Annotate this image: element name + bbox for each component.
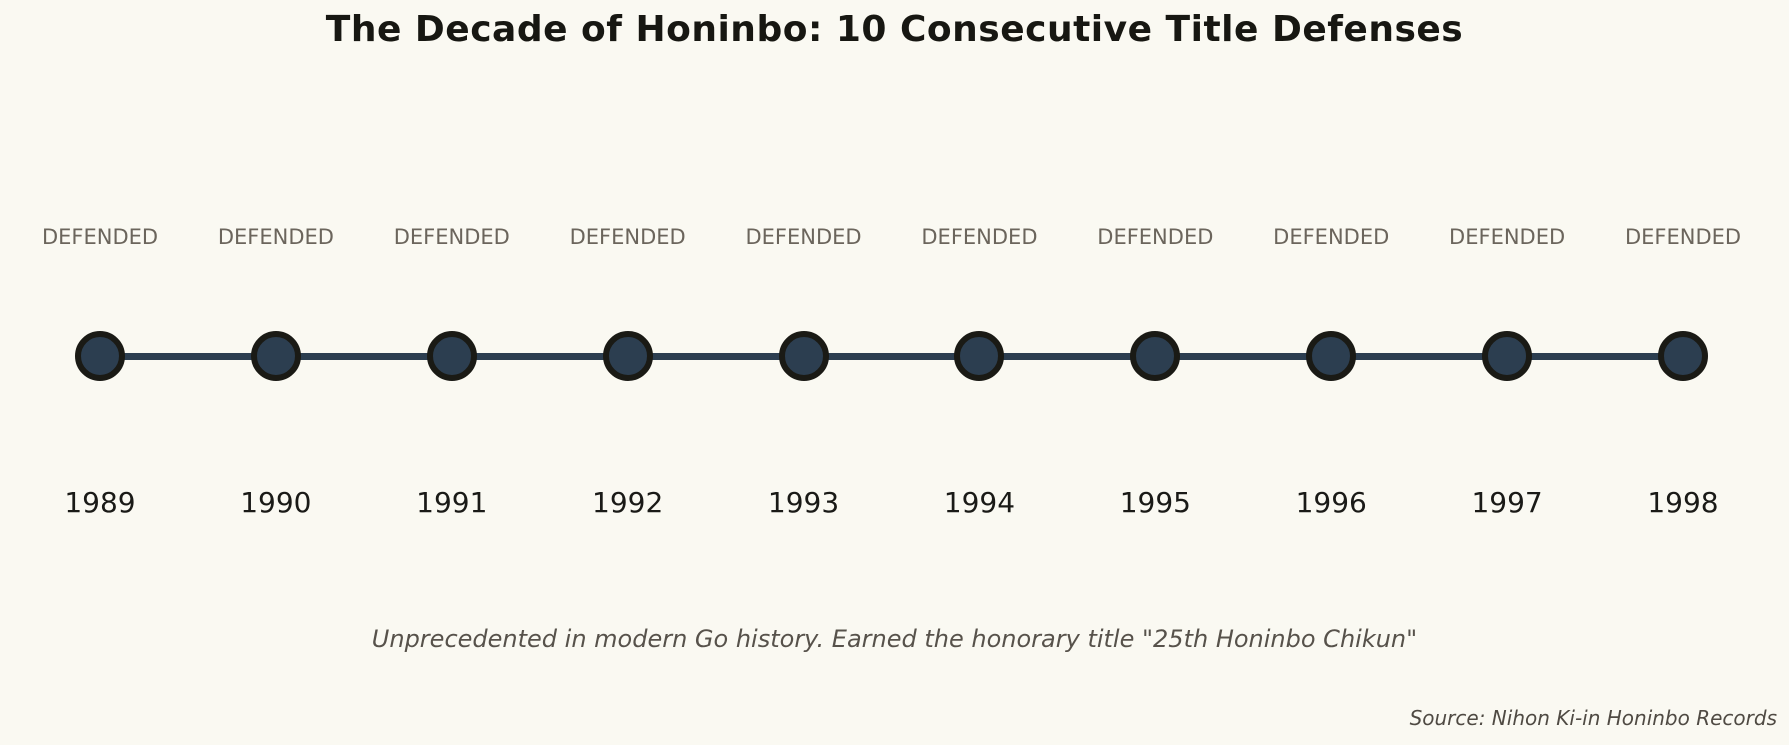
status-label: DEFENDED: [393, 225, 510, 249]
timeline-dot: [1658, 331, 1708, 381]
year-label: 1997: [1471, 486, 1543, 519]
timeline-dot: [1130, 331, 1181, 381]
status-label: DEFENDED: [745, 225, 862, 249]
chart-subtitle: Unprecedented in modern Go history. Earn…: [371, 625, 1418, 653]
year-label: 1994: [943, 486, 1016, 519]
timeline-dot: [1306, 331, 1357, 381]
year-label: 1993: [767, 486, 840, 519]
status-label: DEFENDED: [1449, 225, 1566, 249]
year-label: 1995: [1119, 486, 1191, 519]
source-note: Source: Nihon Ki-in Honinbo Records: [1409, 706, 1777, 730]
status-label: DEFENDED: [217, 225, 334, 249]
timeline-dot: [1482, 331, 1533, 381]
timeline-dot: [250, 331, 301, 381]
chart-title: The Decade of Honinbo: 10 Consecutive Ti…: [325, 9, 1464, 50]
status-label: DEFENDED: [921, 225, 1038, 249]
timeline-dot: [778, 331, 829, 381]
timeline-dot: [602, 331, 653, 381]
status-label: DEFENDED: [1624, 225, 1742, 249]
year-label: 1991: [416, 486, 488, 519]
year-label: 1992: [592, 486, 664, 519]
timeline-dot: [954, 331, 1005, 381]
year-label: 1990: [240, 486, 312, 519]
status-label: DEFENDED: [1273, 225, 1390, 249]
timeline-dot: [75, 331, 125, 381]
status-label: DEFENDED: [1097, 225, 1214, 249]
status-label: DEFENDED: [569, 225, 686, 249]
status-label: DEFENDED: [41, 225, 159, 249]
year-label: 1998: [1647, 486, 1719, 519]
timeline-dot: [426, 331, 477, 381]
timeline: DEFENDED 1989 DEFENDED 1990 DEFENDED 1991 DEFE…: [41, 225, 1742, 519]
year-label: 1996: [1295, 486, 1367, 519]
timeline-track: [100, 353, 1683, 360]
year-label: 1989: [64, 486, 136, 519]
